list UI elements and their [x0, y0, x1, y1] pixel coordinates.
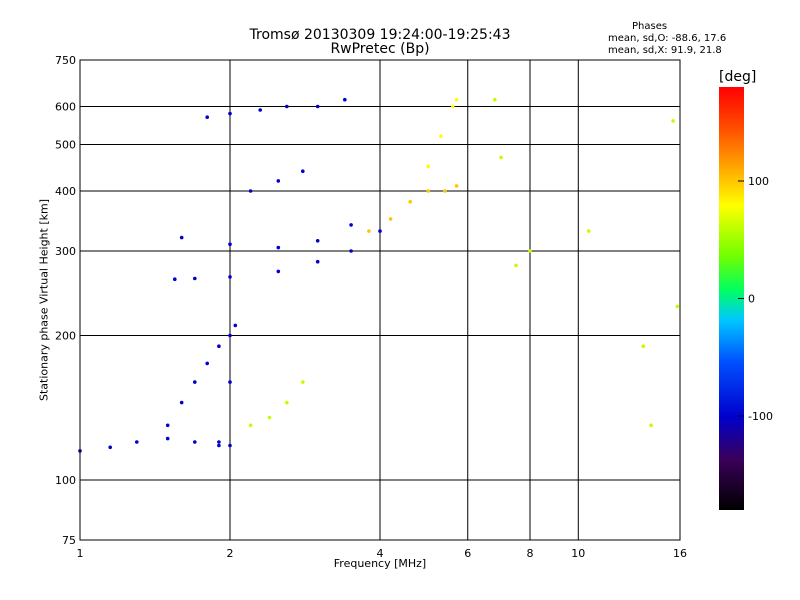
- x-tick-label: 6: [464, 547, 471, 560]
- y-tick-label: 500: [55, 139, 76, 152]
- data-point: [248, 423, 253, 428]
- colorbar-label: [deg]: [719, 69, 757, 85]
- data-point: [315, 104, 320, 109]
- chart-subtitle: RwPretec (Bp): [330, 41, 430, 57]
- x-axis-label: Frequency [MHz]: [333, 557, 427, 570]
- data-point: [451, 104, 455, 109]
- data-point: [228, 111, 232, 116]
- data-point: [276, 179, 281, 183]
- x-tick-label: 4: [377, 547, 384, 560]
- data-point: [108, 445, 112, 450]
- colorbar-ticks: 100 0 -100: [738, 175, 773, 423]
- y-tick-label: 100: [55, 474, 76, 487]
- data-point: [443, 189, 447, 193]
- x-tick-label: 10: [571, 547, 585, 560]
- data-point: [301, 380, 305, 384]
- x-tick-label: 1: [77, 547, 84, 560]
- data-point: [193, 276, 197, 281]
- y-axis-label: Stationary phase Virtual Height [km]: [37, 198, 51, 402]
- data-point: [426, 189, 431, 193]
- data-point: [217, 344, 221, 349]
- y-tick-label: 600: [55, 101, 76, 114]
- data-point: [315, 239, 320, 243]
- chart-title: Tromsø 20130309 19:24:00-19:25:43: [249, 27, 511, 43]
- data-point: [276, 245, 281, 250]
- data-point: [193, 440, 197, 444]
- data-point: [426, 164, 431, 169]
- data-point: [205, 361, 209, 366]
- data-point: [367, 229, 371, 233]
- data-point: [649, 423, 653, 428]
- data-point: [378, 229, 382, 233]
- grid-lines: [80, 60, 680, 540]
- phase-stats-heading: Phases: [632, 21, 668, 32]
- y-tick-label: 300: [55, 245, 76, 258]
- data-point: [587, 229, 591, 233]
- data-point: [439, 134, 443, 139]
- data-point: [248, 189, 253, 193]
- data-point: [514, 263, 518, 268]
- data-point: [228, 333, 232, 338]
- data-point: [276, 269, 281, 274]
- data-point: [217, 443, 221, 448]
- data-point: [315, 259, 320, 264]
- y-tick-label: 75: [62, 534, 76, 547]
- data-point: [228, 242, 232, 246]
- colorbar-tick-label: 100: [748, 175, 769, 188]
- data-point: [349, 249, 353, 253]
- data-point: [217, 440, 221, 444]
- data-point: [228, 380, 232, 384]
- data-point: [267, 415, 272, 420]
- data-points: [78, 97, 680, 453]
- data-point: [528, 249, 532, 253]
- y-axis-ticks: 75 100 200 300 400 500 600 750: [55, 54, 76, 547]
- data-point: [675, 304, 680, 309]
- y-tick-label: 750: [55, 54, 76, 67]
- data-point: [165, 436, 170, 441]
- data-point: [179, 235, 184, 240]
- data-point: [228, 443, 232, 448]
- phase-stats-o: mean, sd,O: -88.6, 17.6: [608, 33, 727, 44]
- data-point: [135, 440, 139, 444]
- data-point: [233, 323, 238, 328]
- data-point: [671, 119, 675, 123]
- x-tick-label: 2: [227, 547, 234, 560]
- plot-frame: [79, 59, 681, 541]
- data-point: [205, 115, 209, 119]
- colorbar-tick-label: 0: [748, 293, 755, 306]
- x-axis-ticks: 1 2 4 6 8 10 16: [77, 547, 688, 560]
- data-point: [349, 223, 353, 227]
- data-point: [285, 400, 289, 405]
- data-point: [285, 104, 289, 109]
- data-point: [493, 97, 497, 102]
- y-tick-label: 200: [55, 330, 76, 343]
- data-point: [165, 423, 170, 428]
- data-point: [343, 97, 347, 102]
- data-point: [388, 217, 393, 221]
- data-point: [179, 400, 184, 405]
- data-point: [193, 380, 197, 384]
- data-point: [641, 344, 645, 349]
- data-point: [301, 169, 305, 173]
- data-point: [173, 277, 177, 282]
- phase-stats-x: mean, sd,X: 91.9, 21.8: [608, 45, 722, 56]
- data-point: [454, 184, 459, 188]
- data-point: [454, 97, 459, 102]
- data-point: [228, 275, 232, 279]
- data-point: [499, 155, 503, 160]
- data-point: [258, 108, 263, 112]
- x-tick-label: 8: [527, 547, 534, 560]
- colorbar-tick-label: -100: [748, 410, 773, 423]
- x-tick-label: 16: [673, 547, 687, 560]
- data-point: [408, 199, 413, 204]
- y-tick-label: 400: [55, 185, 76, 198]
